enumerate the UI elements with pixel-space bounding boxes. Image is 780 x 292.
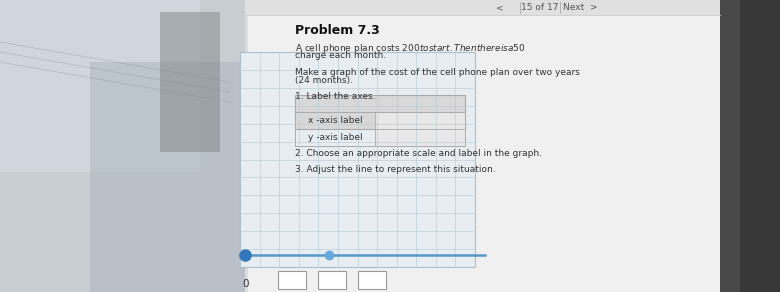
Bar: [245, 0, 248, 292]
Bar: [295, 95, 465, 129]
Bar: [245, 0, 720, 15]
Bar: [240, 52, 475, 267]
Bar: [720, 0, 780, 292]
Bar: [90, 62, 270, 292]
Text: y -axis label: y -axis label: [307, 133, 363, 142]
FancyBboxPatch shape: [318, 271, 346, 289]
Text: <: <: [496, 3, 504, 12]
Bar: [245, 0, 720, 292]
Text: Problem 7.3: Problem 7.3: [295, 24, 380, 37]
Bar: [375, 112, 465, 146]
Bar: [0, 0, 560, 292]
Text: charge each month.: charge each month.: [295, 51, 386, 60]
Text: 3. Adjust the line to represent this situation.: 3. Adjust the line to represent this sit…: [295, 165, 495, 174]
Bar: [160, 12, 220, 152]
Text: x -axis label: x -axis label: [307, 116, 363, 125]
Bar: [0, 0, 200, 172]
Text: 15 of 17: 15 of 17: [521, 3, 558, 12]
Text: 0: 0: [242, 279, 249, 289]
Text: 1. Label the axes.: 1. Label the axes.: [295, 92, 375, 101]
Text: 2. Choose an appropriate scale and label in the graph.: 2. Choose an appropriate scale and label…: [295, 149, 542, 158]
Text: Make a graph of the cost of the cell phone plan over two years: Make a graph of the cost of the cell pho…: [295, 68, 580, 77]
FancyBboxPatch shape: [278, 271, 306, 289]
Bar: [295, 112, 465, 146]
Bar: [740, 0, 780, 292]
Text: A cell phone plan costs $200 to start. Then there is a $50: A cell phone plan costs $200 to start. T…: [295, 42, 526, 55]
Text: (24 months).: (24 months).: [295, 76, 353, 85]
FancyBboxPatch shape: [358, 271, 386, 289]
Text: Next  >: Next >: [562, 3, 597, 12]
